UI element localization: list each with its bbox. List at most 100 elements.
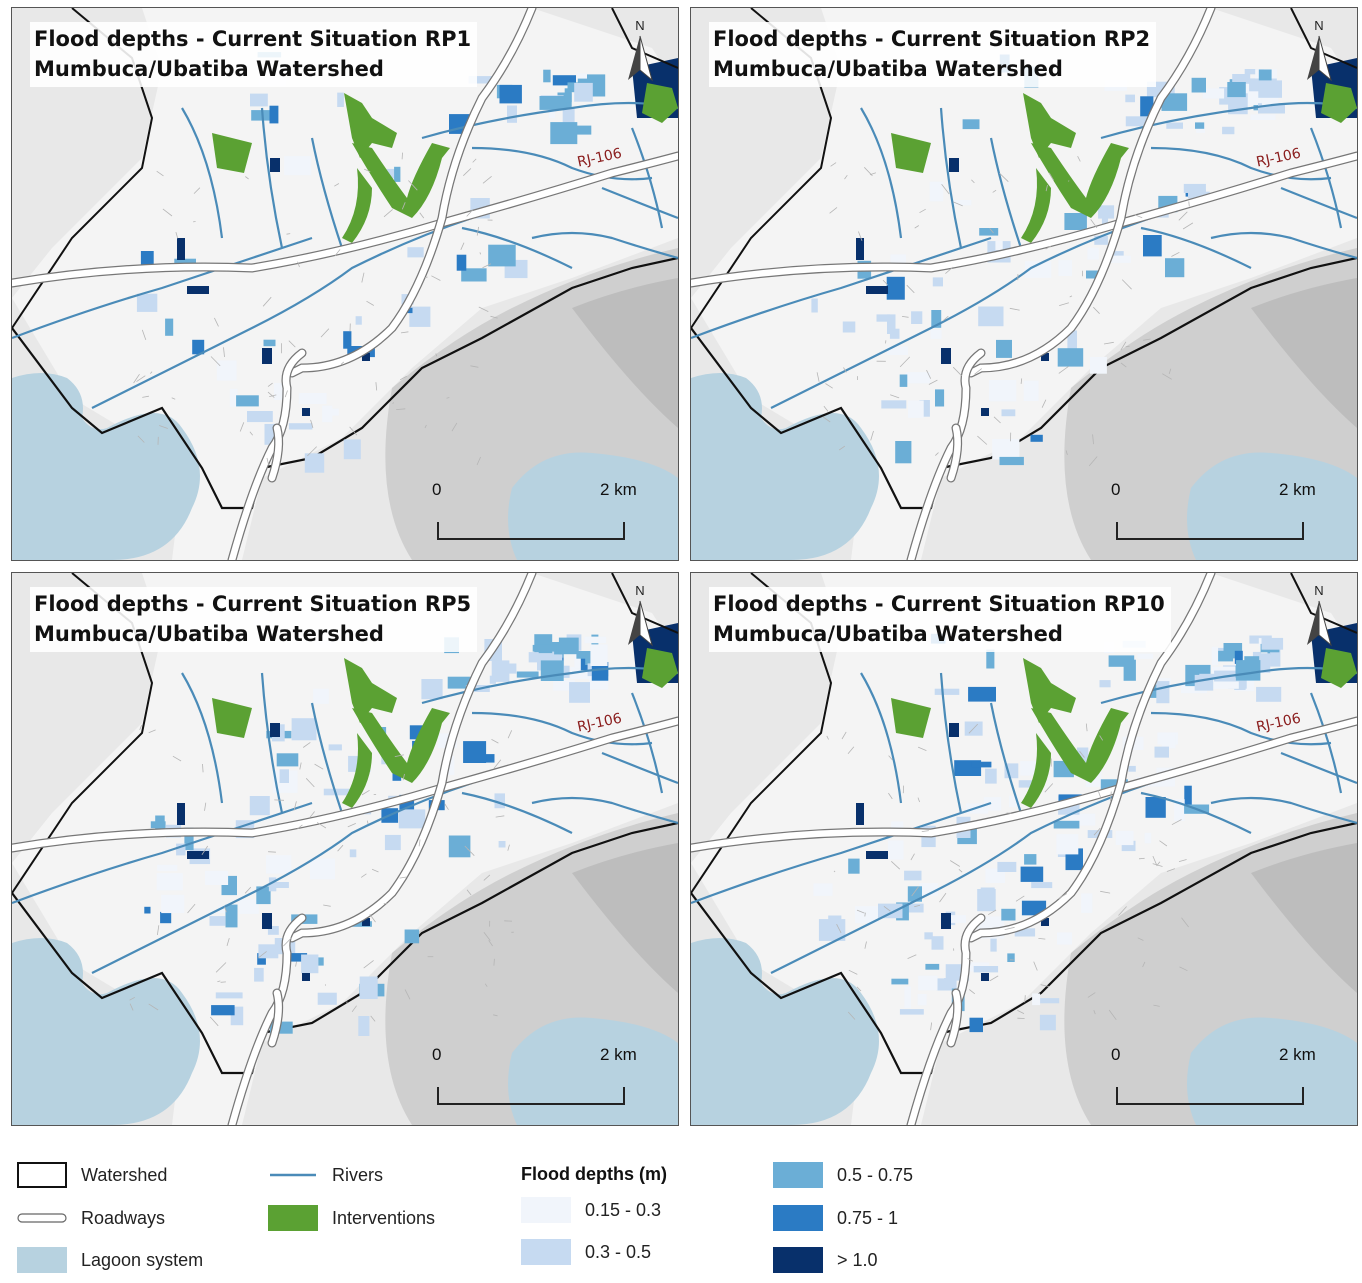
scale-bar-line [1116, 522, 1304, 540]
local-street [210, 356, 221, 367]
map-title-line1: Flood depths - Current Situation RP2 [713, 27, 1151, 51]
local-street [129, 996, 135, 1001]
flood-parcel [952, 199, 972, 206]
local-street [1069, 295, 1073, 298]
lowland-area [12, 8, 678, 560]
local-street [316, 822, 327, 829]
flood-parcel [930, 329, 942, 339]
legend-class-3-label: 0.5 - 0.75 [837, 1164, 914, 1185]
flood-parcel [358, 1016, 370, 1036]
flood-parcel [968, 686, 996, 702]
flood-parcel [247, 411, 273, 423]
local-street [914, 904, 921, 908]
local-street [364, 168, 371, 173]
flood-parcel [359, 976, 378, 999]
local-street [204, 802, 207, 811]
flood-parcel [447, 676, 476, 689]
scale-bar: 0 2 km [432, 1045, 637, 1115]
local-street [139, 725, 143, 731]
scale-start: 0 [432, 480, 442, 499]
flood-parcel [218, 906, 229, 914]
flood-parcel [250, 93, 268, 107]
flood-parcel [1202, 88, 1225, 99]
flood-parcel [448, 835, 471, 858]
river [471, 711, 653, 746]
flood-parcel [491, 660, 510, 682]
flood-parcel [1256, 686, 1282, 702]
flood-parcel [1039, 1014, 1056, 1031]
local-street [361, 272, 365, 283]
flood-parcel [301, 954, 319, 974]
map-title: Flood depths - Current Situation RP10 Mum… [709, 587, 1171, 652]
local-street [1093, 827, 1101, 836]
local-street [490, 315, 498, 319]
class-1-swatch [521, 1197, 571, 1223]
local-street [1088, 456, 1098, 467]
flood-parcel [558, 665, 570, 678]
intervention-area [1031, 143, 1129, 218]
local-street [363, 960, 374, 969]
local-street [446, 397, 450, 399]
flood-parcel [977, 889, 996, 912]
flood-parcel [905, 372, 931, 384]
flood-parcel [211, 1005, 235, 1016]
flood-parcel [1188, 191, 1210, 199]
local-street [1040, 984, 1050, 987]
local-street [136, 375, 146, 382]
flood-parcel [1064, 213, 1087, 230]
legend-class-1-label: 0.15 - 0.3 [585, 1199, 662, 1220]
flood-parcel [225, 904, 238, 928]
local-street [431, 275, 441, 281]
local-street [323, 904, 331, 907]
roadway-rj106 [691, 152, 1357, 287]
intervention-area [642, 83, 678, 123]
local-street [476, 456, 481, 466]
roadway-rj106 [12, 152, 678, 287]
flood-parcel [1023, 380, 1039, 401]
river [1309, 127, 1343, 229]
flood-parcel [1009, 795, 1018, 808]
flood-parcel [1053, 820, 1080, 829]
local-street [1004, 926, 1015, 930]
north-arrow-icon: N [1299, 18, 1339, 88]
lagoon-swatch [17, 1247, 67, 1273]
local-street [838, 445, 846, 451]
flood-parcel [574, 82, 593, 102]
river [461, 791, 573, 834]
local-street [482, 263, 492, 269]
local-street [159, 425, 168, 429]
local-street [1092, 434, 1094, 445]
intervention-area [1321, 648, 1357, 688]
river [91, 216, 473, 409]
flood-parcel [184, 827, 194, 851]
river [1280, 751, 1357, 785]
local-street [1033, 961, 1038, 971]
scale-end: 2 km [1279, 480, 1316, 499]
intervention-area [212, 698, 252, 738]
flood-parcel [1261, 97, 1279, 106]
local-street [969, 989, 976, 995]
local-street [1171, 251, 1180, 257]
flood-parcel [1031, 882, 1053, 889]
lagoon-east [1187, 1017, 1357, 1125]
roadway-north-south [288, 573, 536, 942]
local-street [987, 909, 997, 916]
flood-parcel [553, 680, 575, 691]
flood-parcel [1018, 780, 1036, 788]
flood-parcel [204, 870, 229, 885]
flood-parcel [265, 855, 292, 874]
flood-parcel [989, 379, 1017, 402]
intervention-area [891, 698, 931, 738]
hill-shade-dark [572, 278, 678, 428]
local-street [297, 261, 300, 268]
local-street [906, 284, 915, 294]
local-street [992, 189, 997, 193]
local-street [408, 180, 418, 191]
local-street [299, 762, 302, 770]
map-canvas [12, 573, 678, 1125]
watershed-swatch [17, 1162, 67, 1188]
scale-bar: 0 2 km [1111, 480, 1316, 550]
flood-parcel [1001, 409, 1016, 417]
river [531, 796, 678, 825]
legend-class-4-label: 0.75 - 1 [837, 1207, 899, 1228]
